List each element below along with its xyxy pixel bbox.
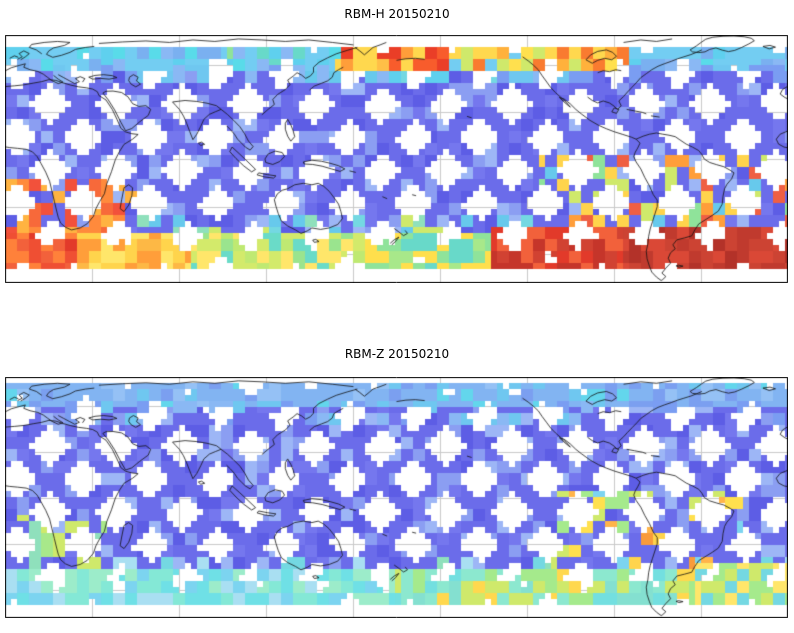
panel-title-rbm-z: RBM-Z 20150210 (344, 347, 450, 361)
rbm-h-map-canvas (5, 35, 788, 283)
rbm-z-map-canvas (5, 377, 788, 618)
panel-title-rbm-h: RBM-H 20150210 (344, 7, 450, 21)
